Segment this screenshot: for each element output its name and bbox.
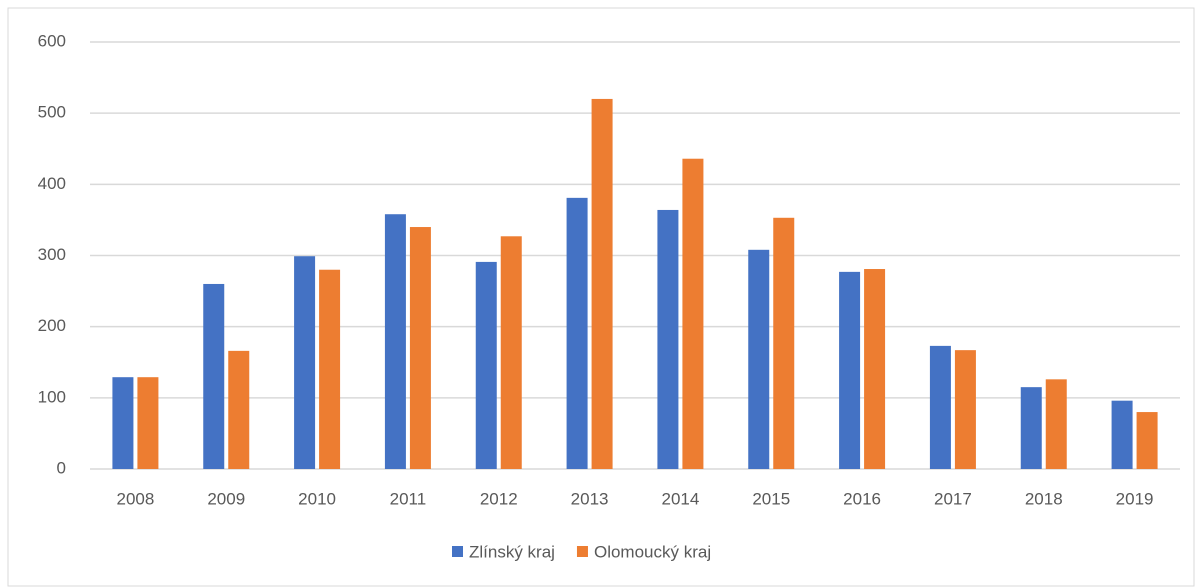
x-tick-label: 2009 bbox=[207, 489, 245, 508]
legend-swatch bbox=[452, 546, 463, 557]
bar bbox=[319, 269, 341, 469]
y-tick-label: 600 bbox=[38, 31, 66, 50]
bar bbox=[1111, 400, 1133, 469]
bar bbox=[1020, 387, 1042, 469]
bar bbox=[566, 197, 588, 470]
bar bbox=[112, 377, 134, 469]
bar bbox=[773, 217, 795, 469]
bar bbox=[591, 98, 613, 469]
bar bbox=[500, 236, 522, 469]
bar bbox=[203, 283, 225, 469]
legend-label: Zlínský kraj bbox=[469, 542, 555, 561]
x-tick-label: 2016 bbox=[843, 489, 881, 508]
y-tick-label: 100 bbox=[38, 387, 66, 406]
legend-swatch bbox=[576, 546, 588, 557]
x-tick-label: 2017 bbox=[934, 489, 972, 508]
x-tick-label: 2014 bbox=[662, 489, 700, 508]
x-tick-label: 2008 bbox=[117, 489, 155, 508]
bar bbox=[409, 227, 431, 469]
x-tick-label: 2019 bbox=[1116, 489, 1154, 508]
x-tick-label: 2011 bbox=[390, 489, 427, 508]
x-tick-label: 2018 bbox=[1025, 489, 1063, 508]
bar bbox=[384, 214, 406, 469]
bar bbox=[228, 350, 250, 469]
y-tick-label: 400 bbox=[38, 174, 66, 193]
bar bbox=[1136, 412, 1158, 469]
bar bbox=[475, 261, 497, 469]
bar bbox=[137, 377, 159, 469]
bar bbox=[839, 271, 861, 469]
bar bbox=[682, 158, 704, 470]
x-tick-label: 2015 bbox=[752, 489, 790, 508]
x-tick-label: 2010 bbox=[298, 489, 336, 508]
legend-label: Olomoucký kraj bbox=[594, 542, 711, 561]
y-tick-label: 200 bbox=[38, 316, 66, 335]
bar bbox=[294, 256, 316, 469]
y-tick-label: 0 bbox=[57, 458, 66, 477]
y-tick-label: 300 bbox=[38, 245, 66, 264]
x-tick-label: 2013 bbox=[571, 489, 609, 508]
x-tick-label: 2012 bbox=[480, 489, 518, 508]
y-tick-label: 500 bbox=[38, 103, 66, 122]
bar bbox=[748, 249, 770, 469]
bar bbox=[929, 345, 951, 469]
bar bbox=[954, 350, 976, 469]
bar bbox=[1045, 379, 1067, 469]
bar bbox=[657, 209, 679, 469]
bar bbox=[864, 269, 886, 469]
